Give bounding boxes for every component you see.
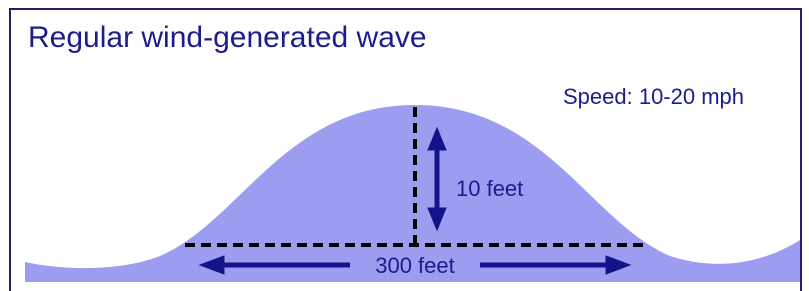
speed-label: Speed: 10-20 mph (563, 84, 744, 109)
height-label: 10 feet (456, 176, 523, 201)
length-label: 300 feet (375, 253, 455, 278)
title: Regular wind-generated wave (28, 21, 427, 54)
wave-diagram: Regular wind-generated wave Speed: 10-20… (0, 0, 809, 291)
